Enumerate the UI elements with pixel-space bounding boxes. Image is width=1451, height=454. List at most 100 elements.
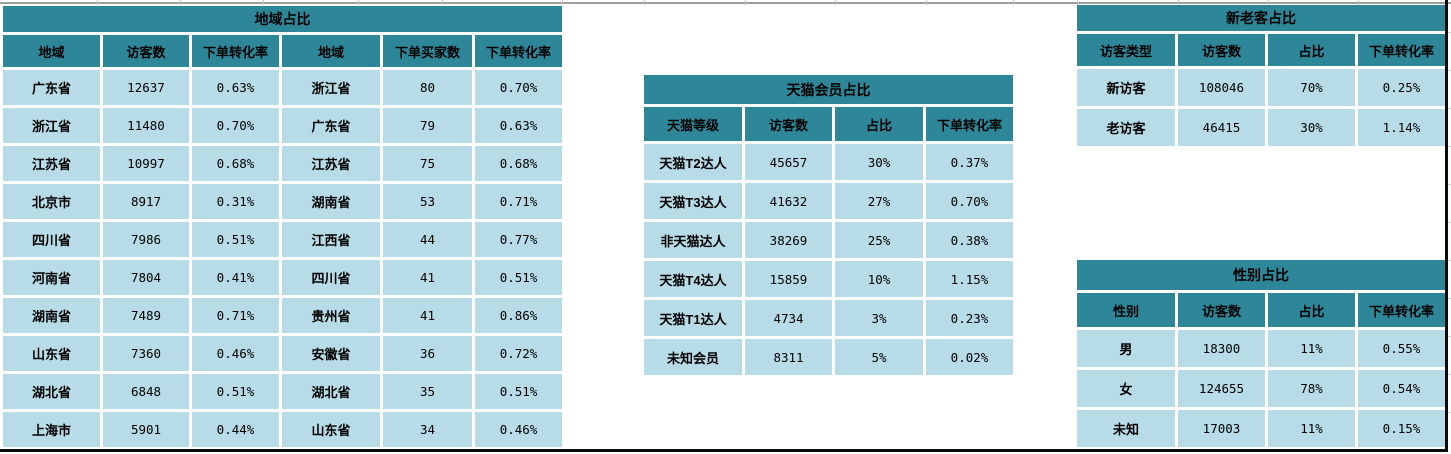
table-title[interactable]: 性别占比 — [1077, 260, 1445, 290]
cell[interactable]: 4734 — [745, 300, 832, 336]
cell[interactable]: 江西省 — [282, 222, 380, 257]
cell[interactable]: 浙江省 — [282, 70, 380, 105]
cell[interactable]: 45657 — [745, 144, 832, 180]
cell[interactable]: 18300 — [1178, 330, 1265, 367]
column-header[interactable]: 访客数 — [1178, 293, 1265, 327]
cell[interactable]: 0.51% — [475, 374, 563, 409]
cell[interactable]: 5901 — [103, 412, 189, 447]
cell[interactable]: 0.70% — [192, 108, 279, 143]
cell[interactable]: 124655 — [1178, 370, 1265, 407]
cell[interactable]: 27% — [835, 183, 923, 219]
cell[interactable]: 非天猫达人 — [644, 222, 742, 258]
cell[interactable]: 湖北省 — [282, 374, 380, 409]
cell[interactable]: 0.86% — [475, 298, 563, 333]
cell[interactable]: 天猫T1达人 — [644, 300, 742, 336]
cell[interactable]: 0.23% — [926, 300, 1013, 336]
cell[interactable]: 江苏省 — [3, 146, 100, 181]
cell[interactable]: 30% — [1268, 109, 1355, 146]
cell[interactable]: 0.51% — [192, 222, 279, 257]
table-title[interactable]: 地域占比 — [3, 6, 563, 32]
cell[interactable]: 75 — [383, 146, 472, 181]
column-header[interactable]: 占比 — [1268, 293, 1355, 327]
cell[interactable]: 0.63% — [192, 70, 279, 105]
cell[interactable]: 0.51% — [475, 260, 563, 295]
cell[interactable]: 0.25% — [1358, 69, 1445, 106]
cell[interactable]: 未知会员 — [644, 339, 742, 375]
cell[interactable]: 78% — [1268, 370, 1355, 407]
column-header[interactable]: 占比 — [835, 107, 923, 141]
cell[interactable]: 山东省 — [3, 336, 100, 371]
cell[interactable]: 浙江省 — [3, 108, 100, 143]
column-header[interactable]: 下单转化率 — [1358, 293, 1445, 327]
cell[interactable]: 53 — [383, 184, 472, 219]
cell[interactable]: 北京市 — [3, 184, 100, 219]
cell[interactable]: 0.71% — [192, 298, 279, 333]
cell[interactable]: 0.46% — [475, 412, 563, 447]
cell[interactable]: 1.14% — [1358, 109, 1445, 146]
cell[interactable]: 女 — [1077, 370, 1175, 407]
cell[interactable]: 江苏省 — [282, 146, 380, 181]
column-header[interactable]: 性别 — [1077, 293, 1175, 327]
cell[interactable]: 天猫T3达人 — [644, 183, 742, 219]
column-header[interactable]: 访客数 — [103, 35, 189, 67]
cell[interactable]: 0.55% — [1358, 330, 1445, 367]
cell[interactable]: 新访客 — [1077, 69, 1175, 106]
cell[interactable]: 0.70% — [475, 70, 563, 105]
cell[interactable]: 0.02% — [926, 339, 1013, 375]
cell[interactable]: 80 — [383, 70, 472, 105]
cell[interactable]: 0.71% — [475, 184, 563, 219]
table-title[interactable]: 新老客占比 — [1077, 5, 1445, 31]
column-header[interactable]: 下单转化率 — [475, 35, 563, 67]
cell[interactable]: 3% — [835, 300, 923, 336]
cell[interactable]: 44 — [383, 222, 472, 257]
cell[interactable]: 8917 — [103, 184, 189, 219]
cell[interactable]: 6848 — [103, 374, 189, 409]
column-header[interactable]: 下单转化率 — [192, 35, 279, 67]
cell[interactable]: 天猫T4达人 — [644, 261, 742, 297]
cell[interactable]: 0.31% — [192, 184, 279, 219]
column-header[interactable]: 地域 — [3, 35, 100, 67]
cell[interactable]: 0.44% — [192, 412, 279, 447]
cell[interactable]: 0.72% — [475, 336, 563, 371]
cell[interactable]: 上海市 — [3, 412, 100, 447]
cell[interactable]: 41632 — [745, 183, 832, 219]
cell[interactable]: 天猫T2达人 — [644, 144, 742, 180]
cell[interactable]: 5% — [835, 339, 923, 375]
cell[interactable]: 贵州省 — [282, 298, 380, 333]
cell[interactable]: 四川省 — [282, 260, 380, 295]
cell[interactable]: 0.70% — [926, 183, 1013, 219]
cell[interactable]: 17003 — [1178, 410, 1265, 447]
cell[interactable]: 1.15% — [926, 261, 1013, 297]
cell[interactable]: 0.41% — [192, 260, 279, 295]
cell[interactable]: 7489 — [103, 298, 189, 333]
cell[interactable]: 11480 — [103, 108, 189, 143]
cell[interactable]: 0.68% — [192, 146, 279, 181]
cell[interactable]: 未知 — [1077, 410, 1175, 447]
cell[interactable]: 0.51% — [192, 374, 279, 409]
cell[interactable]: 男 — [1077, 330, 1175, 367]
cell[interactable]: 湖南省 — [282, 184, 380, 219]
cell[interactable]: 8311 — [745, 339, 832, 375]
cell[interactable]: 10% — [835, 261, 923, 297]
cell[interactable]: 41 — [383, 260, 472, 295]
cell[interactable]: 0.63% — [475, 108, 563, 143]
column-header[interactable]: 地域 — [282, 35, 380, 67]
column-header[interactable]: 占比 — [1268, 34, 1355, 66]
cell[interactable]: 34 — [383, 412, 472, 447]
cell[interactable]: 11% — [1268, 410, 1355, 447]
cell[interactable]: 广东省 — [3, 70, 100, 105]
column-header[interactable]: 下单转化率 — [1358, 34, 1445, 66]
cell[interactable]: 0.15% — [1358, 410, 1445, 447]
column-header[interactable]: 访客数 — [1178, 34, 1265, 66]
cell[interactable]: 7360 — [103, 336, 189, 371]
cell[interactable]: 河南省 — [3, 260, 100, 295]
cell[interactable]: 12637 — [103, 70, 189, 105]
cell[interactable]: 38269 — [745, 222, 832, 258]
cell[interactable]: 11% — [1268, 330, 1355, 367]
cell[interactable]: 15859 — [745, 261, 832, 297]
cell[interactable]: 36 — [383, 336, 472, 371]
cell[interactable]: 0.46% — [192, 336, 279, 371]
cell[interactable]: 0.54% — [1358, 370, 1445, 407]
column-header[interactable]: 下单转化率 — [926, 107, 1013, 141]
cell[interactable]: 湖北省 — [3, 374, 100, 409]
